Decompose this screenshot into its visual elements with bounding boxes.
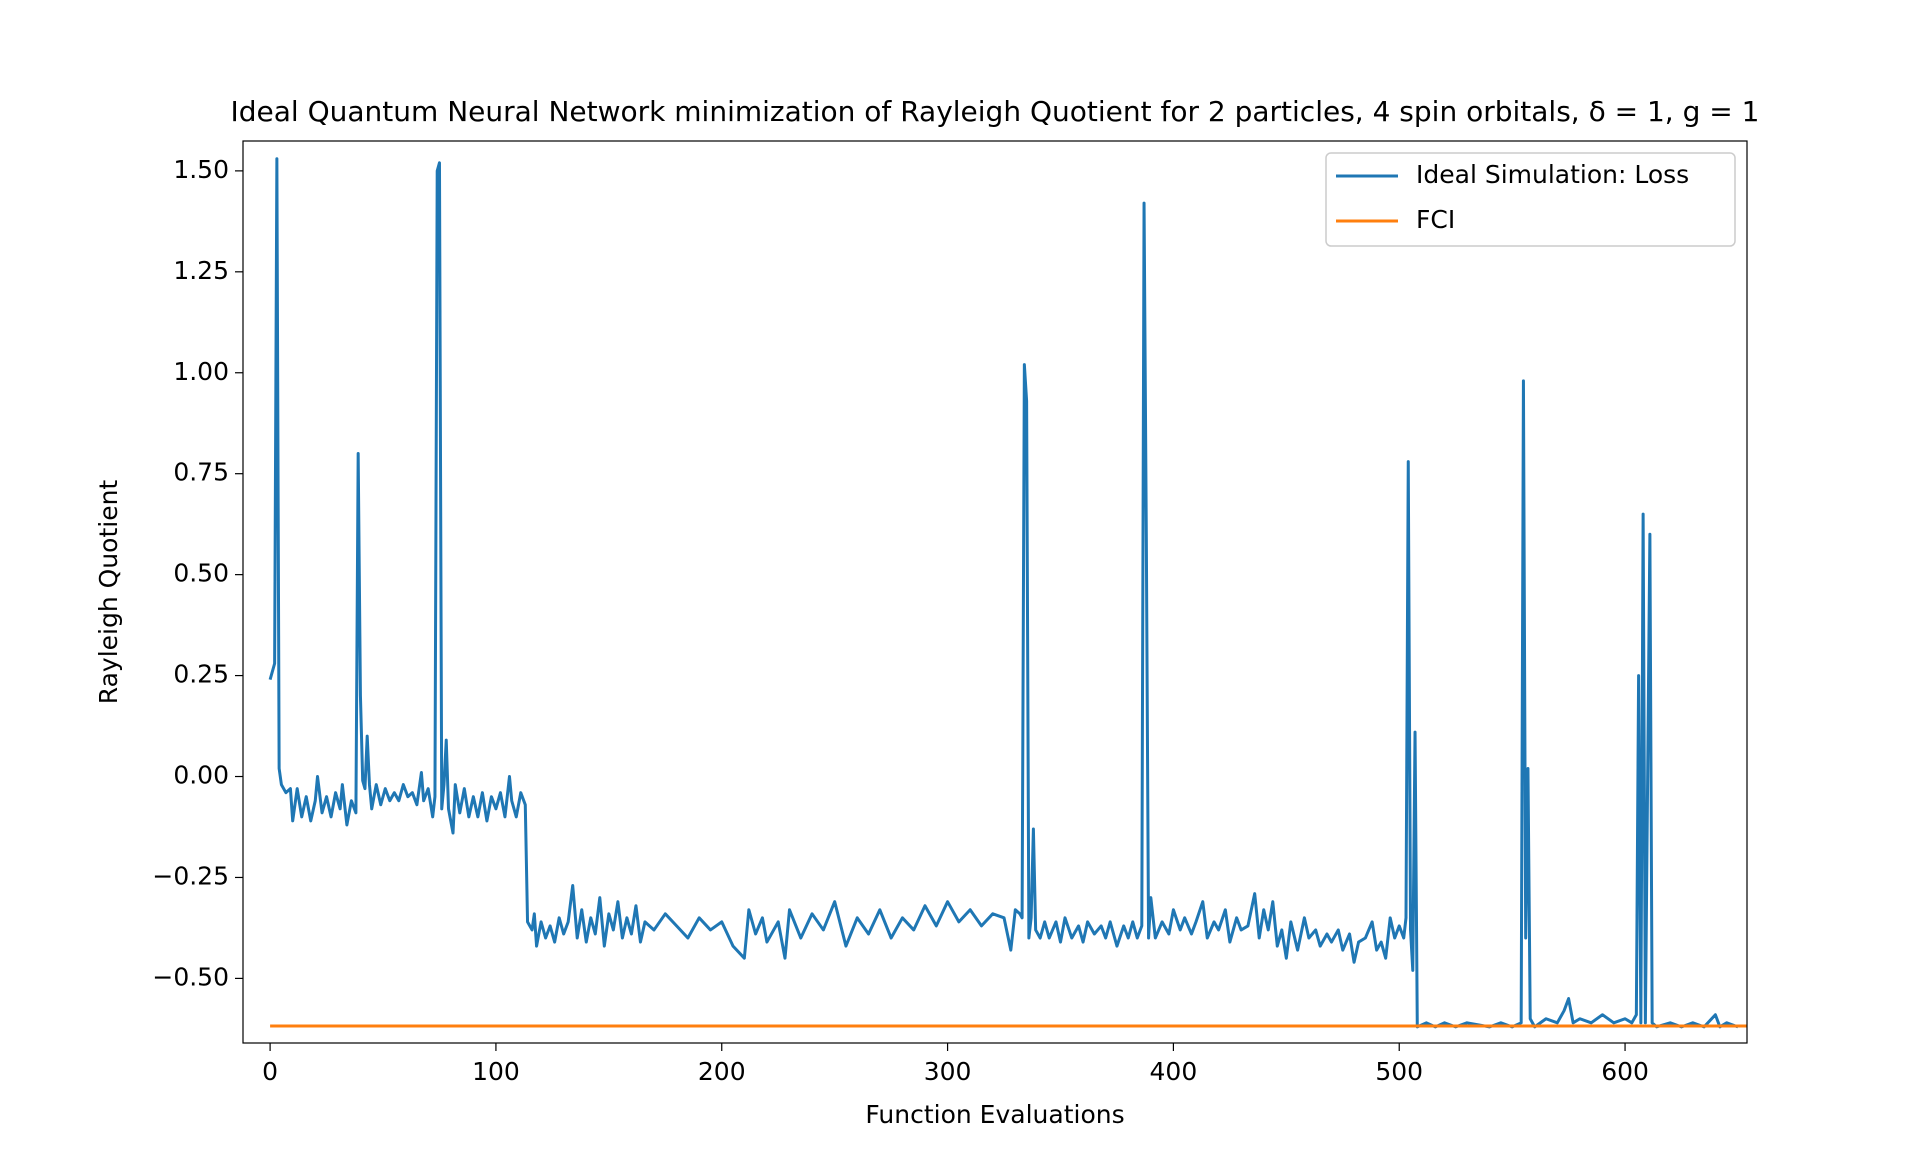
plot-frame xyxy=(242,140,1748,1044)
y-tick-label: 1.00 xyxy=(173,357,229,386)
x-tick-label: 300 xyxy=(924,1057,972,1086)
y-tick-label: −0.25 xyxy=(152,861,229,890)
series-line xyxy=(268,157,1739,1029)
x-tick-label: 500 xyxy=(1375,1057,1423,1086)
y-tick-label: 0.00 xyxy=(173,761,229,790)
y-tick-label: 1.25 xyxy=(173,256,229,285)
x-tick-label: 0 xyxy=(262,1057,278,1086)
y-tick-label: 0.25 xyxy=(173,660,229,689)
chart-title: Ideal Quantum Neural Network minimizatio… xyxy=(231,95,1760,128)
x-tick-label: 200 xyxy=(698,1057,746,1086)
x-axis-label: Function Evaluations xyxy=(865,1100,1124,1129)
y-tick-label: 0.50 xyxy=(173,559,229,588)
legend-label: FCI xyxy=(1416,205,1455,234)
legend-label: Ideal Simulation: Loss xyxy=(1416,160,1689,189)
y-axis-label: Rayleigh Quotient xyxy=(94,480,123,705)
y-tick-label: 1.50 xyxy=(173,155,229,184)
y-tick-label: 0.75 xyxy=(173,458,229,487)
x-tick-label: 100 xyxy=(472,1057,520,1086)
x-tick-label: 400 xyxy=(1150,1057,1198,1086)
legend-box xyxy=(1325,152,1736,247)
y-tick-label: −0.50 xyxy=(152,962,229,991)
x-tick-label: 600 xyxy=(1601,1057,1649,1086)
